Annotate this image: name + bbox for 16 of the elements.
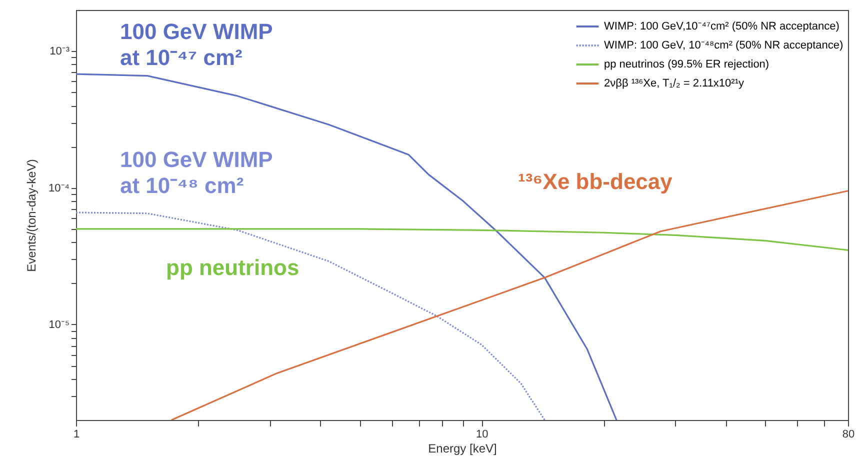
- annotation: 100 GeV WIMP at 10⁻⁴⁷ cm²: [120, 19, 273, 70]
- x-tick-label: 10: [476, 428, 488, 440]
- legend-label: pp neutrinos (99.5% ER rejection): [604, 58, 770, 70]
- annotation: 100 GeV WIMP at 10⁻⁴⁸ cm²: [120, 147, 273, 198]
- y-tick-label: 10⁻⁵: [48, 318, 70, 331]
- legend-label: 2νββ ¹³⁶Xe, T₁/₂ = 2.11x10²¹y: [604, 78, 744, 90]
- y-axis-title: Events/(ton-day-keV): [24, 159, 39, 272]
- y-tick-label: 10⁻⁴: [48, 182, 70, 194]
- annotation: ¹³⁶Xe bb-decay: [518, 169, 674, 194]
- x-axis-title: Energy [keV]: [428, 442, 497, 456]
- legend-label: WIMP: 100 GeV, 10⁻⁴⁸cm² (50% NR acceptance): [604, 40, 844, 52]
- y-tick-label: 10⁻³: [50, 46, 70, 58]
- x-tick-label: 1: [73, 428, 80, 440]
- legend-label: WIMP: 100 GeV,10⁻⁴⁷cm² (50% NR acceptance): [604, 20, 840, 32]
- annotation: pp neutrinos: [166, 255, 300, 280]
- x-tick-label: 80: [842, 428, 855, 440]
